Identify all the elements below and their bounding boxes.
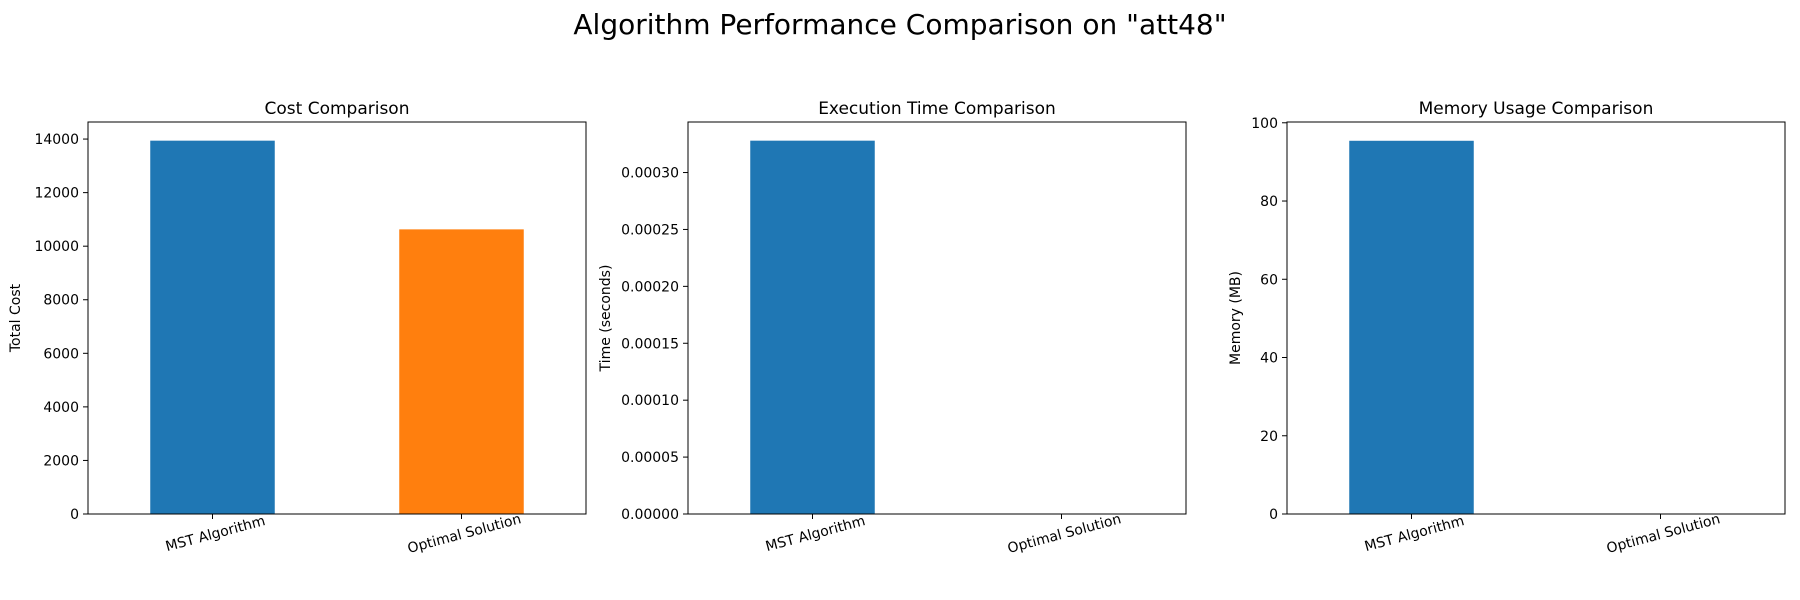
y-tick-label: 0.00000 xyxy=(621,507,679,523)
bar-mst-algorithm xyxy=(1349,140,1474,514)
subplot-title: Execution Time Comparison xyxy=(818,99,1056,119)
y-axis-label: Memory (MB) xyxy=(1228,271,1244,365)
y-tick-label: 0.00015 xyxy=(621,336,679,352)
axes-frame xyxy=(687,121,1187,515)
y-tick-label: 0 xyxy=(70,507,79,523)
y-tick-label: 0.00030 xyxy=(621,166,679,182)
y-axis-label: Total Cost xyxy=(8,283,24,353)
y-tick-label: 0.00005 xyxy=(621,450,679,466)
subplot-title: Memory Usage Comparison xyxy=(1419,99,1654,119)
y-tick-label: 10000 xyxy=(34,239,79,255)
y-axis-label: Time (seconds) xyxy=(598,265,614,373)
y-tick-label: 20 xyxy=(1260,429,1278,445)
y-tick-label: 0.00025 xyxy=(621,222,679,238)
bar-optimal-solution xyxy=(399,229,524,514)
x-tick-label: MST Algorithm xyxy=(164,513,267,555)
subplot-title: Cost Comparison xyxy=(265,99,410,119)
y-tick-label: 40 xyxy=(1260,351,1278,367)
axes-frame xyxy=(87,121,587,515)
x-tick-label: Optimal Solution xyxy=(1006,511,1123,557)
bar-mst-algorithm xyxy=(750,140,875,514)
axes-frame xyxy=(1286,121,1786,515)
y-tick-label: 0.00020 xyxy=(621,279,679,295)
charts: 0 2000 4000 6000 8000 10000 12000 14000 MST Algo… xyxy=(8,99,1786,557)
y-tick-label: 60 xyxy=(1260,272,1278,288)
bar-mst-algorithm xyxy=(150,140,275,514)
y-tick-label: 2000 xyxy=(43,453,79,469)
subplot-1: 0 2000 4000 6000 8000 10000 12000 14000 MST Algo… xyxy=(8,99,587,557)
x-tick-label: MST Algorithm xyxy=(1363,513,1466,555)
y-tick-label: 4000 xyxy=(43,400,79,416)
x-tick-label: Optimal Solution xyxy=(406,511,523,557)
y-tick-label: 100 xyxy=(1251,116,1278,132)
subplot-2: 0.00000 0.00005 0.00010 0.00015 0.00020 0.000… xyxy=(598,99,1187,557)
y-tick-label: 14000 xyxy=(34,132,79,148)
y-tick-label: 12000 xyxy=(34,186,79,202)
y-tick-label: 0 xyxy=(1269,507,1278,523)
figure-title: Algorithm Performance Comparison on "att… xyxy=(573,8,1226,41)
y-tick-label: 80 xyxy=(1260,194,1278,210)
y-tick-label: 6000 xyxy=(43,346,79,362)
y-tick-label: 8000 xyxy=(43,293,79,309)
x-tick-label: Optimal Solution xyxy=(1605,511,1722,557)
y-tick-label: 0.00010 xyxy=(621,393,679,409)
x-tick-label: MST Algorithm xyxy=(764,513,867,555)
subplot-3: 0 20 40 60 80 100 MST Algorithm Optimal Solutio… xyxy=(1228,99,1786,557)
